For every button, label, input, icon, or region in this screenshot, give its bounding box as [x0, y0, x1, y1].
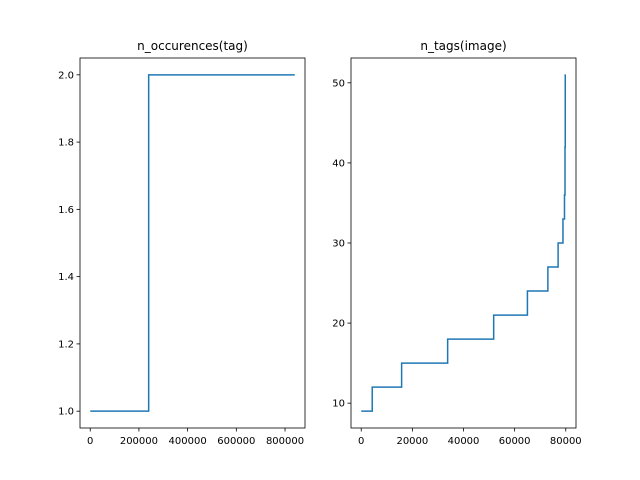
x-tick-label: 800000 — [266, 436, 304, 447]
x-tick-label: 400000 — [169, 436, 207, 447]
x-tick-label: 0 — [87, 436, 93, 447]
y-tick-label: 10 — [332, 399, 345, 410]
axes-frame — [79, 57, 306, 429]
y-tick-label: 1.8 — [58, 138, 74, 149]
series-line-0 — [361, 74, 567, 412]
x-tick-label: 200000 — [120, 436, 158, 447]
x-tick-label: 40000 — [448, 436, 480, 447]
chart-n-tags-image: n_tags(image) 0 20000 40000 60000 80000 10 20 30… — [332, 39, 581, 447]
y-tick-label: 2.0 — [58, 70, 74, 81]
x-tick-label: 80000 — [550, 436, 582, 447]
x-tick-label: 0 — [358, 436, 364, 447]
y-tick-label: 40 — [332, 158, 345, 169]
x-tick-label: 600000 — [217, 436, 255, 447]
x-tick-label: 20000 — [396, 436, 428, 447]
x-tick-label: 60000 — [499, 436, 531, 447]
y-tick-label: 1.0 — [58, 407, 74, 418]
chart-n-occurences-tag: n_occurences(tag) 0 200000 400000 600000 8000… — [58, 39, 306, 447]
series-line-0 — [90, 74, 295, 412]
y-tick-label: 50 — [332, 78, 345, 89]
y-tick-label: 20 — [332, 319, 345, 330]
y-tick-label: 1.6 — [58, 205, 74, 216]
y-tick-label: 1.4 — [58, 272, 74, 283]
y-tick-label: 1.2 — [58, 339, 74, 350]
chart-title: n_tags(image) — [420, 39, 506, 53]
y-tick-label: 30 — [332, 239, 345, 250]
chart-title: n_occurences(tag) — [137, 39, 248, 53]
